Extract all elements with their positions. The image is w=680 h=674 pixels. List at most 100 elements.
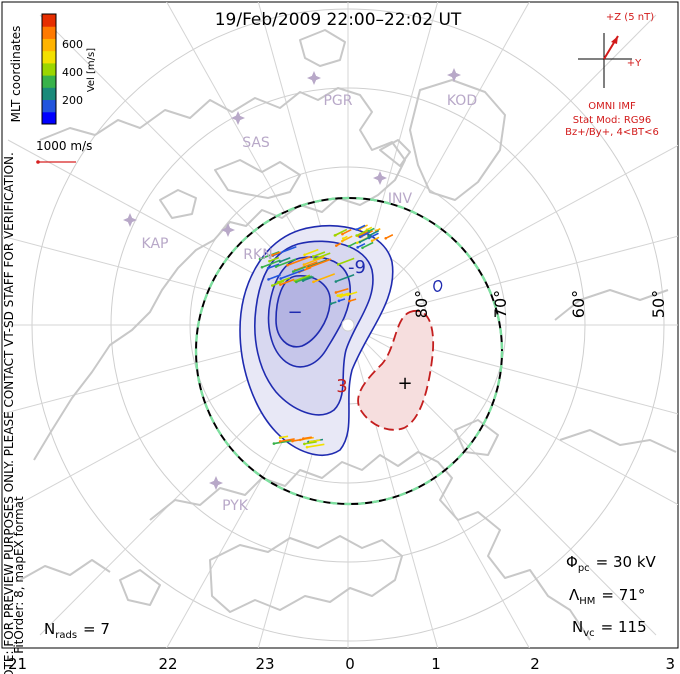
station-sas: SAS <box>231 111 270 151</box>
imf-model-label: Stat Mod: RG96 <box>573 115 652 126</box>
velocity-vector-origin <box>367 234 370 238</box>
velocity-vector-origin <box>361 246 364 250</box>
contour-label-positive: 3 <box>336 376 347 397</box>
velocity-vector-origin <box>333 234 337 237</box>
colorbar-segment <box>42 75 56 88</box>
velocity-vector-origin <box>295 280 298 284</box>
colorbar-segment <box>42 50 56 64</box>
velocity-vector-origin <box>348 299 351 303</box>
velocity-vector-origin <box>260 265 264 269</box>
velocity-vector-origin <box>339 295 343 298</box>
velocity-vector <box>275 258 297 268</box>
velocity-vector <box>357 242 366 249</box>
velocity-vector <box>334 228 348 237</box>
station-kap: KAP <box>123 213 168 252</box>
velocity-vector-origin <box>268 259 271 263</box>
coordinate-system-label: MLT coordinates <box>9 26 23 123</box>
velocity-vector <box>313 273 336 283</box>
imf-condition-label: Bz+/By+, 4<BT<6 <box>565 127 659 138</box>
velocity-vector-origin <box>279 283 282 286</box>
velocity-vector-origin <box>370 239 374 243</box>
map-title: 19/Feb/2009 22:00–22:02 UT <box>215 10 462 30</box>
latitude-label-50: 50° <box>649 290 668 318</box>
velocity-vector <box>302 275 314 282</box>
contour-label-negative: -9 <box>348 257 366 278</box>
heppner-maynard-boundary <box>194 196 504 506</box>
velocity-vector <box>359 235 372 243</box>
velocity-vector <box>368 229 380 237</box>
latitude-label-60: 60° <box>569 290 588 318</box>
mlt-label-0: 0 <box>345 655 355 673</box>
mlt-label-21: 21 <box>8 655 27 673</box>
velocity-vector-origin <box>302 263 306 266</box>
velocity-vector <box>335 273 355 283</box>
cell-minimum-marker: − <box>287 302 302 323</box>
station-label: KOD <box>447 93 477 109</box>
velocity-vector-origin <box>270 253 274 257</box>
velocity-vector <box>292 438 304 442</box>
latitude-label-70: 70° <box>491 290 510 318</box>
velocity-vector-origin <box>367 229 371 233</box>
radar-stations: PGR KOD SAS INV KAP RKN PYK <box>123 68 477 514</box>
velocity-vector <box>304 441 317 445</box>
velocity-vector <box>359 231 371 238</box>
colorbar-segment <box>42 26 56 39</box>
velocity-vector <box>294 274 311 282</box>
station-kod: KOD <box>447 68 477 109</box>
velocity-vector-origin <box>329 302 333 305</box>
stat-phi-pc: Φpc = 30 kV <box>566 553 657 574</box>
imf-clock-dial <box>578 33 632 88</box>
velocity-vector-origin <box>335 244 338 247</box>
velocity-vector <box>347 291 358 296</box>
svg-text:Φpc= 30 kV: Φpc = 30 kV <box>566 553 657 574</box>
station-marker-icon <box>447 68 461 82</box>
imf-y-label: +Y <box>627 58 642 69</box>
velocity-vector-origin <box>334 291 338 294</box>
mlt-axis: 21 22 23 0 1 2 3 <box>8 655 675 673</box>
colorbar-segment <box>42 62 56 76</box>
colorbar-segment <box>42 87 56 101</box>
velocity-vector <box>280 438 295 443</box>
svg-text:ΛHM= 71°: ΛHM = 71° <box>569 586 645 607</box>
velocity-vector-origin <box>358 235 362 239</box>
velocity-vector <box>362 241 374 249</box>
velocity-vector <box>304 248 319 256</box>
velocity-vector <box>280 435 289 439</box>
velocity-vector-origin <box>355 234 358 237</box>
velocity-vector-origin <box>291 270 295 273</box>
mlt-label-3: 3 <box>665 655 675 673</box>
velocity-vector <box>269 256 280 262</box>
velocity-vector-origin <box>274 265 278 268</box>
velocity-vector-origin <box>266 266 270 270</box>
velocity-vector <box>271 251 281 256</box>
velocity-vector-origin <box>272 442 276 445</box>
velocity-vector <box>277 277 291 284</box>
station-marker-icon <box>123 213 137 227</box>
coastlines <box>19 29 677 641</box>
velocity-vector-origin <box>337 299 341 303</box>
colorbar-tick-200: 200 <box>62 94 83 107</box>
colorbar-segment <box>42 99 56 113</box>
velocity-vector-origin <box>267 278 270 281</box>
velocity-vector <box>261 259 281 268</box>
velocity-vector-origin <box>278 440 282 443</box>
velocity-vector-origin <box>258 257 262 261</box>
stat-n-vc: Nvc = 115 <box>572 618 647 639</box>
velocity-vector <box>310 439 321 443</box>
velocity-vector <box>342 228 352 235</box>
svg-text:Nvc= 115: Nvc = 115 <box>572 618 647 639</box>
velocity-vector-origin <box>286 263 289 267</box>
magnetic-pole-marker <box>341 318 355 332</box>
station-marker-icon <box>221 223 235 237</box>
station-marker-icon <box>373 171 387 185</box>
velocity-vector-origin <box>347 244 351 248</box>
station-label: KAP <box>142 236 169 252</box>
imf-source-label: OMNI IMF <box>588 101 636 112</box>
velocity-vector-origin <box>301 279 305 282</box>
velocity-vector <box>268 274 282 281</box>
velocity-vector-origin <box>276 280 280 284</box>
velocity-vector-origin <box>271 284 274 287</box>
station-label: SAS <box>242 135 270 151</box>
velocity-vector <box>335 287 349 294</box>
stat-n-rads: Nrads = 7 <box>44 620 110 641</box>
